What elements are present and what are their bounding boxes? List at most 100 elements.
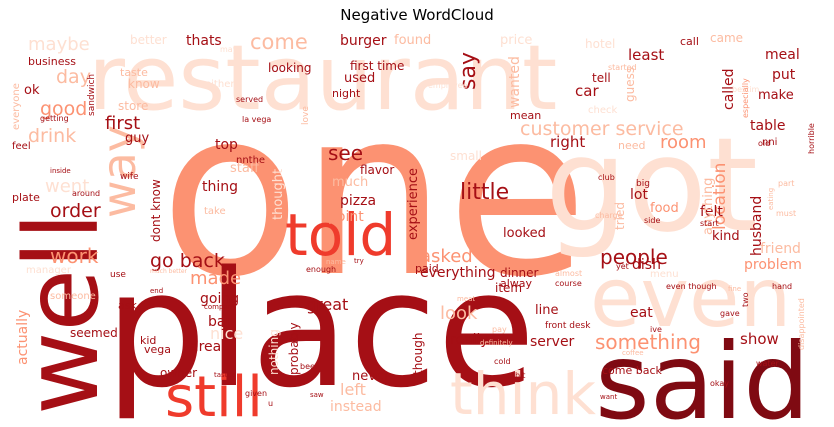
word-went: went [45,176,90,197]
word-ask: ask [118,299,137,312]
word-vega: vega [144,343,172,356]
word-bar: bar [208,314,232,330]
word-left: left [340,380,366,399]
word-la-vega: la vega [242,115,272,124]
word-really: really [450,332,489,348]
word-sandwich: sandwich [87,73,97,116]
word-disappointed: disappointed [797,298,806,350]
word-nothing: nothing [267,329,281,375]
word-horrible: horrible [807,123,816,154]
word-one: one [160,61,588,328]
word-take: take [204,206,226,217]
word-given: given [245,389,268,398]
word-gave: gave [720,309,740,318]
word-first: first [105,113,141,134]
word-taste: taste [120,66,148,79]
word-show: show [740,330,779,348]
word-paid: paid [415,262,439,275]
word-good: good [40,98,88,120]
word-served: served [236,95,264,104]
word-place: place [105,236,536,422]
word-told: told [285,201,397,269]
word-getting: getting [40,114,69,123]
word-part: part [778,179,795,188]
word-think: think [450,360,596,422]
word-something: something [595,330,701,354]
word-great: great [306,295,349,314]
word-server: server [530,334,575,350]
word-right: right [550,133,586,151]
word-okay: okay [710,379,730,388]
word-table: table [750,118,786,134]
word-owner: owner [160,366,198,380]
word-order: order [50,200,101,222]
word-day: day [56,66,91,88]
word-ive: ive [650,325,662,334]
word-eat: eat [630,305,653,321]
word-even: even [590,251,792,346]
word-said: said [595,321,810,423]
word-especially: especially [741,78,750,118]
word-much: much [332,175,369,190]
word-made: made [190,268,242,289]
word-started: started [608,63,637,72]
word-instead: instead [330,399,382,415]
word-line: line [535,303,559,318]
word-customer-service: customer service [520,118,684,140]
word-price: price [500,33,533,48]
word-feel: feel [12,141,31,152]
word-lot: lot [630,187,648,203]
word-flavor: flavor [360,163,395,177]
word-tell: tell [592,71,611,85]
word-found: found [394,33,432,48]
word-experience: experience [406,167,421,240]
word-pay: pay [492,325,507,334]
word-much-better: much better [150,268,188,275]
word-bestim: bestim [732,85,760,94]
word-pizza: pizza [340,193,377,209]
word-water: water [756,359,779,368]
word-maybe: maybe [28,34,90,55]
word-club: club [598,173,615,182]
word-two: two [741,292,750,307]
word-around: around [72,189,101,198]
word-fine: fine [728,285,742,293]
word-bit: bit [515,371,526,380]
word-staff: staff [230,161,259,176]
word-see: see [328,141,364,165]
word-company: company [204,303,237,311]
word-inside: inside [50,167,71,175]
word-someone: someone [50,291,96,302]
word-wife: wife [120,172,139,182]
word-business: business [28,55,76,68]
word-least: least [628,46,665,64]
word-even-though: even though [666,282,717,291]
word-front-desk: front desk [545,321,591,331]
word-room: room [660,132,707,153]
word-came: came [710,31,744,45]
word-everything: everything [420,265,496,281]
word-thats: thats [186,33,222,49]
word-course: course [555,279,582,288]
word-try: try [354,257,364,265]
word-know: know [128,77,160,91]
word-name: name [326,258,346,266]
word-big: big [636,179,650,189]
word-felt: felt [700,204,723,220]
word-hand: hand [772,282,793,291]
word-item: item [495,281,523,295]
word-wanted: wanted [507,56,523,108]
word-little: little [460,180,510,205]
word-better: better [130,33,167,47]
word-saw: saw [310,391,324,399]
word-friend: friend [760,241,801,257]
word-look: look [440,303,478,324]
word-food: food [650,201,679,216]
word-kid: kid [140,334,157,347]
word-love: love [301,106,311,125]
word-use: use [110,270,126,280]
word-looking: looking [268,61,312,75]
word-need: need [618,139,646,152]
word-top: top [215,137,238,153]
word-going: going [200,291,240,307]
